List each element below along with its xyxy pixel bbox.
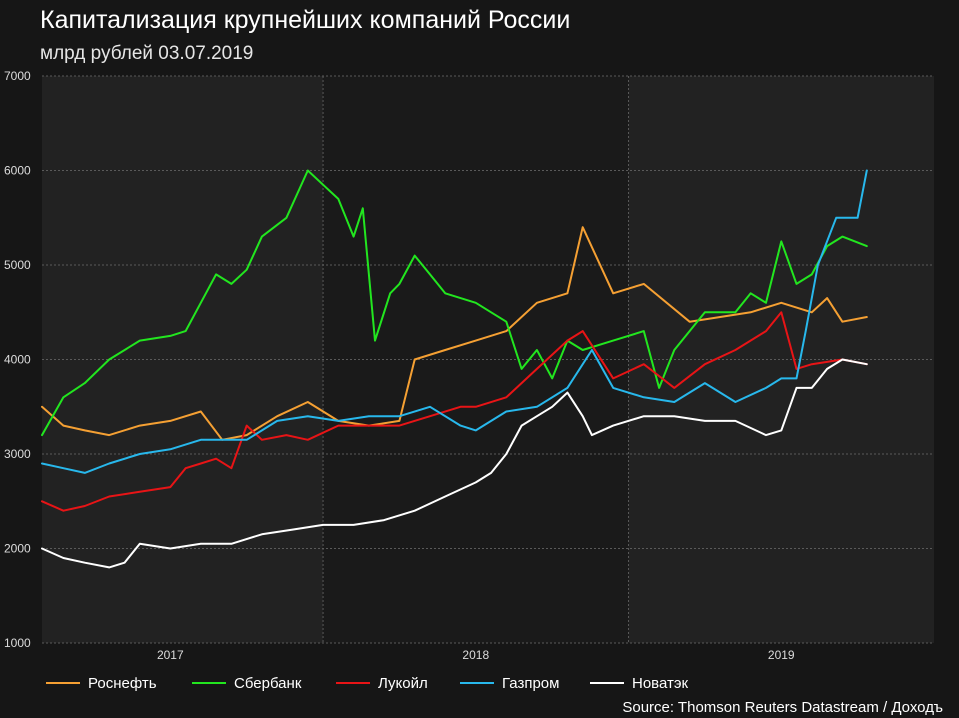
series-line-3: [41, 311, 868, 512]
legend-label: Роснефть: [88, 675, 157, 692]
y-tick-label: 1000: [4, 636, 31, 650]
y-tick-label: 5000: [4, 258, 31, 272]
legend-label: Сбербанк: [234, 675, 302, 692]
series-line-2: [41, 169, 868, 437]
series-line-4: [41, 169, 868, 474]
y-tick-label: 2000: [4, 542, 31, 556]
x-tick-label: 2017: [157, 648, 184, 662]
y-tick-label: 6000: [4, 164, 31, 178]
x-tick-label: 2019: [768, 648, 795, 662]
legend-label: Газпром: [502, 675, 559, 692]
legend-label: Лукойл: [378, 675, 428, 692]
legend-label: Новатэк: [632, 675, 689, 692]
series-line-5: [41, 358, 868, 569]
x-tick-label: 2018: [462, 648, 489, 662]
y-tick-label: 4000: [4, 353, 31, 367]
chart-subtitle: млрд рублей 03.07.2019: [40, 43, 254, 64]
y-tick-label: 7000: [4, 69, 31, 83]
chart-title: Капитализация крупнейших компаний России: [40, 6, 571, 34]
series-line-1: [41, 226, 868, 441]
source-note: Source: Thomson Reuters Datastream / Дох…: [622, 699, 943, 716]
y-tick-label: 3000: [4, 447, 31, 461]
